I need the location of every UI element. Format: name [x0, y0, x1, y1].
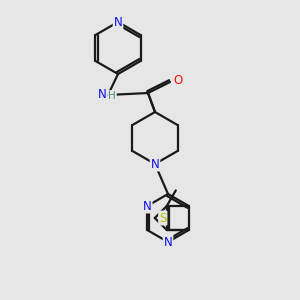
Text: H: H [108, 91, 116, 101]
Text: O: O [173, 74, 183, 88]
Text: N: N [98, 88, 106, 101]
Text: N: N [151, 158, 159, 170]
Text: N: N [164, 236, 172, 248]
Text: N: N [143, 200, 152, 212]
Text: S: S [159, 212, 166, 224]
Text: N: N [114, 16, 122, 28]
